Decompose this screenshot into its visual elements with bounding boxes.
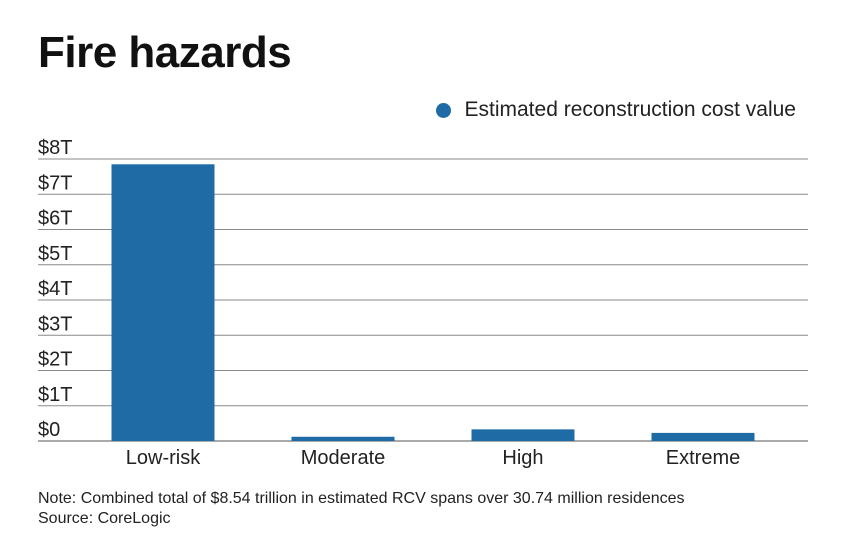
y-tick-label: $7T xyxy=(38,172,72,194)
bar-extreme xyxy=(651,432,755,441)
chart-title: Fire hazards xyxy=(38,28,292,77)
bars xyxy=(111,164,755,441)
x-category-label: Low-risk xyxy=(126,447,201,469)
bar-high xyxy=(471,429,575,441)
x-category-label: High xyxy=(502,447,543,469)
y-tick-label: $2T xyxy=(38,349,72,371)
y-tick-label: $3T xyxy=(38,313,72,335)
y-tick-label: $6T xyxy=(38,208,72,230)
x-axis-category-labels: Low-risk Moderate High Extreme xyxy=(126,447,740,469)
footer-source: Source: CoreLogic xyxy=(38,510,171,527)
y-axis-tick-labels: $0 $1T $2T $3T $4T $5T $6T $7T $8T xyxy=(38,137,72,441)
y-tick-label: $8T xyxy=(38,137,72,159)
legend-swatch-icon xyxy=(435,102,451,118)
y-tick-label: $0 xyxy=(38,419,60,441)
bar-moderate xyxy=(291,436,395,441)
footer-note: Note: Combined total of $8.54 trillion i… xyxy=(38,490,685,507)
y-tick-label: $5T xyxy=(38,243,72,265)
x-category-label: Extreme xyxy=(666,447,740,469)
chart-footer: Note: Combined total of $8.54 trillion i… xyxy=(38,489,685,529)
y-tick-label: $1T xyxy=(38,384,72,406)
chart-legend: Estimated reconstruction cost value xyxy=(435,98,797,122)
y-tick-label: $4T xyxy=(38,278,72,300)
bar-low-risk xyxy=(111,164,215,441)
x-category-label: Moderate xyxy=(301,447,386,469)
legend-label: Estimated reconstruction cost value xyxy=(464,98,797,121)
